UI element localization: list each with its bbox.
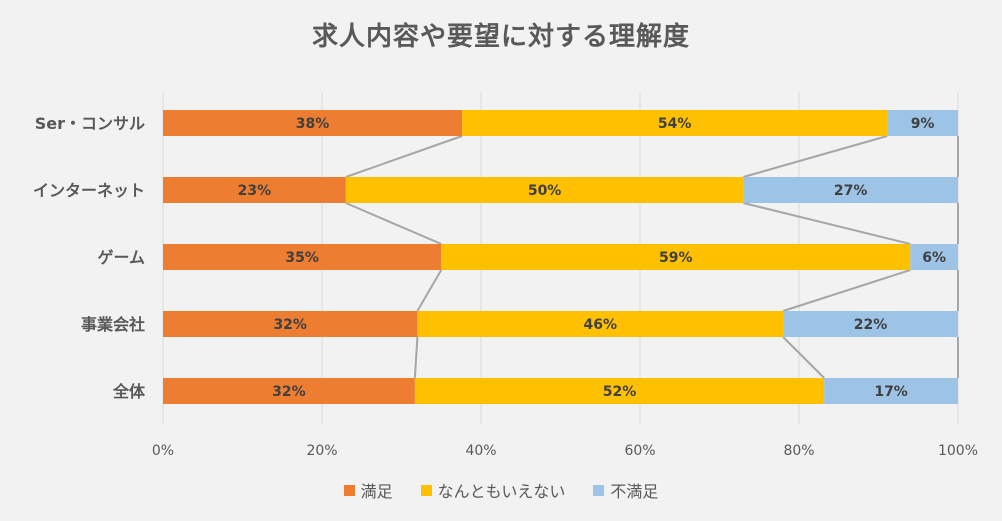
bar-segment [743,177,958,203]
legend-item: なんともいえない [420,478,566,502]
bar-segment [824,378,958,404]
bar-segment [163,244,442,270]
bar-segment [414,378,825,404]
category-label: Ser・コンサル [35,114,145,133]
legend-swatch [420,484,432,496]
x-tick-label: 20% [306,443,337,459]
data-label: 50% [528,183,562,199]
series-line [345,135,463,178]
chart-legend: 満足 なんともいえない 不満足 [0,478,1002,502]
data-label: 38% [296,116,330,132]
data-label: 22% [854,317,888,333]
series-line [782,269,911,312]
legend-label: 満足 [360,482,393,501]
bar-segment [441,244,911,270]
bar-segment [345,177,744,203]
data-label: 17% [874,384,908,400]
bar-segment [163,177,346,203]
series-line [743,135,888,178]
data-label: 54% [658,116,692,132]
data-label: 32% [272,384,306,400]
data-label: 23% [238,183,272,199]
bar-segment [163,378,415,404]
data-label: 9% [911,116,935,132]
category-label: 全体 [112,382,146,401]
chart-title: 求人内容や要望に対する理解度 [311,22,690,52]
data-label: 35% [285,250,319,266]
bar-segment [462,110,888,136]
legend-swatch [593,484,605,496]
data-label: 6% [922,250,946,266]
x-tick-label: 40% [465,443,496,459]
legend-label: 不満足 [610,482,659,501]
bar-segment [163,311,418,337]
category-label: 事業会社 [81,315,145,334]
legend-item: 満足 [343,478,393,502]
category-label: ゲーム [97,248,145,267]
bar-segment [783,311,958,337]
x-tick-label: 60% [624,443,655,459]
data-label: 59% [659,250,693,266]
series-line [743,202,911,245]
series-line [345,202,442,245]
bar-segment [417,311,784,337]
x-tick-label: 80% [783,443,814,459]
series-line [413,336,419,379]
series-line [416,269,443,312]
x-tick-label: 100% [938,443,978,459]
data-label: 52% [603,384,637,400]
legend-item: 不満足 [593,478,658,502]
series-line [782,336,825,379]
x-tick-label: 0% [152,443,174,459]
data-label: 27% [834,183,868,199]
legend-label: なんともいえない [437,482,566,501]
bar-segment [163,110,463,136]
bar-segment [910,244,958,270]
category-label: インターネット [33,181,145,200]
bar-segment [887,110,958,136]
data-label: 32% [273,317,307,333]
legend-swatch [343,484,355,496]
data-label: 46% [583,317,617,333]
